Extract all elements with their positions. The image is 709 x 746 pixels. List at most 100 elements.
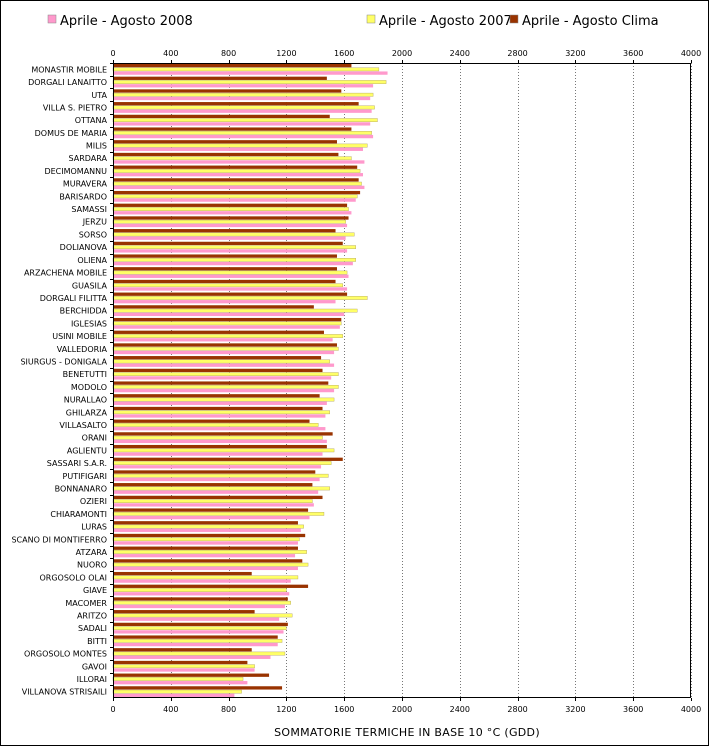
bar — [112, 92, 374, 97]
bar — [113, 648, 252, 652]
bar — [113, 267, 337, 271]
bar — [113, 681, 248, 685]
bar — [113, 134, 374, 139]
x-tick-label-top: 800 — [221, 49, 236, 58]
legend-swatch — [366, 14, 376, 24]
category-label: MODOLO — [71, 383, 107, 392]
bar — [113, 508, 309, 512]
bar — [113, 655, 271, 659]
bar — [113, 483, 313, 487]
bar — [113, 566, 298, 571]
bar — [112, 194, 358, 199]
bar — [113, 592, 290, 596]
bar — [113, 515, 310, 520]
bar — [113, 114, 330, 119]
bar — [113, 122, 371, 126]
bar — [113, 343, 337, 347]
bar — [113, 394, 320, 398]
category-label: UTA — [91, 91, 107, 100]
bar — [113, 198, 356, 202]
bar — [113, 330, 324, 334]
bar — [112, 473, 329, 478]
category-label: OLIENA — [77, 256, 107, 265]
bar — [112, 258, 356, 262]
category-label: SASSARI S.A.R. — [47, 459, 107, 468]
category-label: ORANI — [82, 434, 107, 443]
bar — [112, 143, 368, 148]
x-tick-label-top: 1600 — [334, 49, 354, 58]
category-label: SARDARA — [69, 154, 108, 163]
bar — [113, 604, 285, 609]
bar — [113, 89, 342, 93]
x-tick-label-top: 2000 — [392, 49, 412, 58]
bar — [113, 76, 327, 80]
bar — [113, 300, 336, 304]
x-tick-label-bottom: 2800 — [507, 705, 527, 714]
category-label: BERCHIDDA — [60, 307, 108, 316]
category-label: BITTI — [87, 637, 107, 646]
category-label: MILIS — [86, 142, 107, 151]
category-label: VILLA S. PIETRO — [43, 103, 107, 112]
bar — [113, 102, 359, 106]
bar — [112, 410, 330, 415]
bar — [113, 185, 365, 190]
bar — [112, 575, 299, 580]
category-label: CHIARAMONTI — [50, 510, 107, 519]
bar — [112, 219, 346, 224]
plot-border — [113, 63, 691, 698]
bar — [112, 486, 330, 491]
bar — [112, 626, 287, 630]
category-label: MONASTIR MOBILE — [31, 65, 107, 74]
category-label: LURAS — [81, 523, 107, 532]
bar — [113, 490, 319, 494]
x-axis-label: SOMMATORIE TERMICHE IN BASE 10 °C (GDD) — [274, 726, 540, 739]
category-label: VILLASALTO — [59, 421, 107, 430]
bar — [113, 495, 323, 500]
bar — [113, 317, 342, 322]
bar — [112, 334, 343, 338]
category-label: SCANO DI MONTIFERRO — [11, 535, 107, 544]
bar — [113, 376, 332, 380]
x-tick-label-top: 3200 — [565, 49, 585, 58]
bar — [112, 448, 335, 453]
bar — [113, 554, 296, 558]
bar — [113, 521, 298, 525]
bar — [113, 660, 248, 665]
x-tick-label-top: 3600 — [623, 49, 643, 58]
bar — [113, 160, 365, 164]
bar — [113, 71, 388, 75]
x-tick-label-bottom: 400 — [163, 705, 178, 714]
bar — [113, 236, 346, 240]
category-label: BONNANARO — [55, 484, 107, 493]
bar — [113, 432, 333, 436]
bar — [113, 388, 335, 393]
bar — [113, 673, 270, 677]
bar — [113, 96, 371, 101]
category-label: GAVOI — [82, 662, 107, 671]
bar — [113, 597, 288, 601]
category-label: SORSO — [79, 230, 107, 239]
bar — [112, 181, 362, 186]
bar — [113, 173, 363, 177]
bar — [113, 477, 320, 482]
bar — [113, 541, 298, 545]
category-label: JERZU — [82, 218, 107, 227]
bar — [113, 368, 323, 373]
bar — [113, 406, 323, 411]
bar — [113, 427, 326, 431]
category-label: NURALLAO — [64, 396, 107, 405]
x-tick-label-bottom: 800 — [221, 705, 236, 714]
bar — [113, 152, 339, 157]
legend-swatch — [47, 14, 57, 24]
bar — [112, 118, 378, 122]
bar — [113, 635, 278, 639]
category-label: GHILARZA — [66, 408, 108, 417]
category-label: OTTANA — [75, 116, 108, 125]
bar — [113, 229, 336, 233]
bar — [113, 559, 303, 563]
x-tick-label-top: 2400 — [450, 49, 470, 58]
bar — [113, 579, 291, 583]
bar — [113, 211, 352, 215]
category-label: SAMASSI — [71, 205, 107, 214]
